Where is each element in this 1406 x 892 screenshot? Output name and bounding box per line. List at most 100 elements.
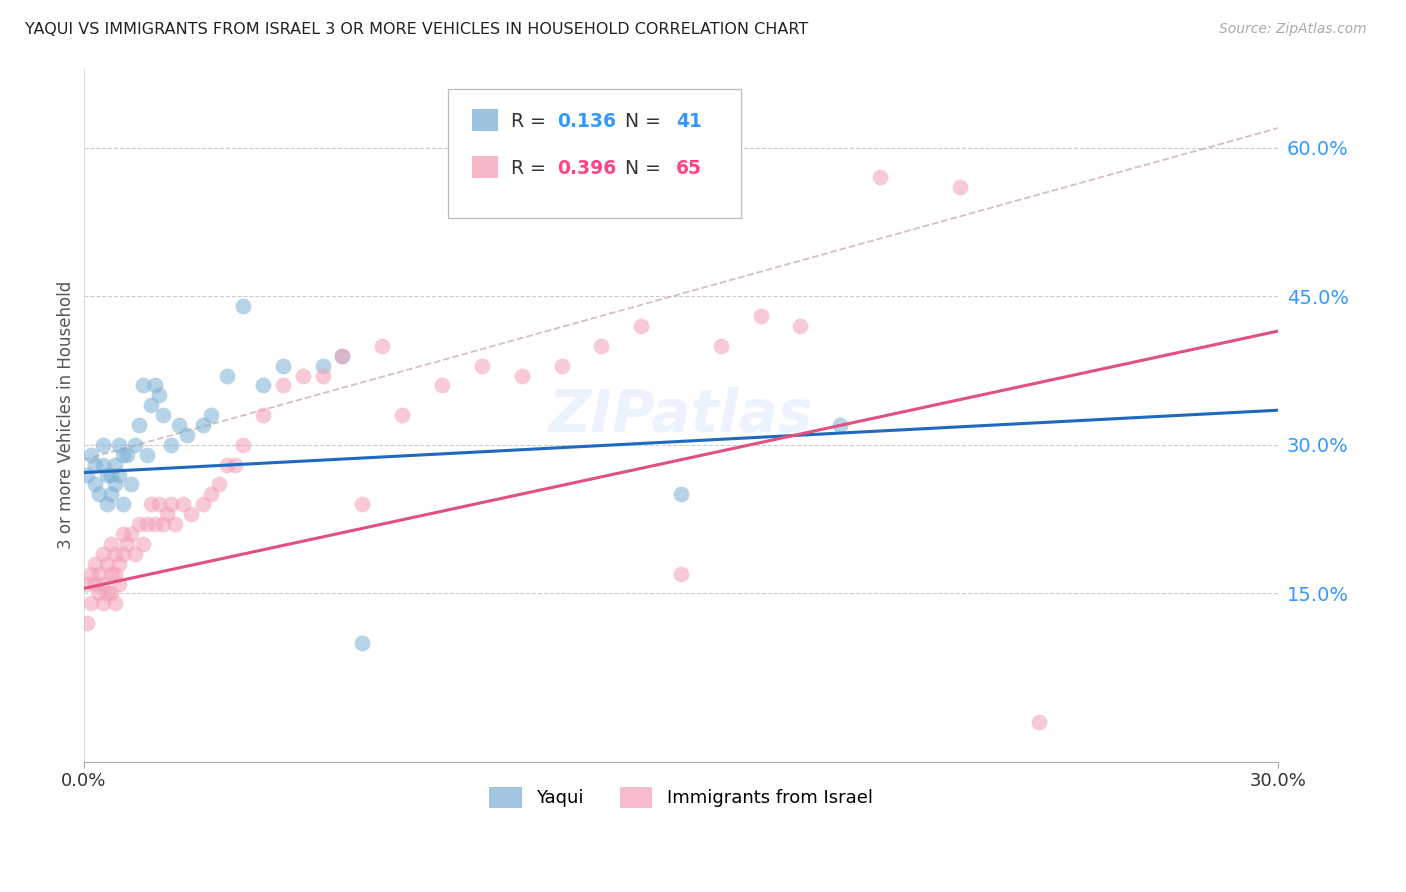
Text: N =: N = <box>613 159 666 178</box>
Point <box>232 438 254 452</box>
Point <box>949 180 972 194</box>
Text: Source: ZipAtlas.com: Source: ZipAtlas.com <box>1219 22 1367 37</box>
Point <box>148 497 170 511</box>
Point <box>112 448 135 462</box>
Point <box>117 448 139 462</box>
Point <box>96 497 118 511</box>
Point <box>76 616 98 631</box>
Point <box>93 458 115 472</box>
Point <box>93 438 115 452</box>
Point <box>100 487 122 501</box>
Point <box>104 596 127 610</box>
Point <box>100 537 122 551</box>
Point <box>191 418 214 433</box>
Point <box>160 497 183 511</box>
Point <box>332 349 354 363</box>
Point <box>80 596 103 610</box>
Point <box>156 507 179 521</box>
Point <box>132 537 155 551</box>
Text: N =: N = <box>613 112 666 131</box>
Point <box>371 339 394 353</box>
Point <box>200 408 222 422</box>
Point <box>76 467 98 482</box>
Point <box>710 339 733 353</box>
Point <box>252 378 274 392</box>
Point <box>93 576 115 591</box>
Point <box>93 596 115 610</box>
Point <box>510 368 533 383</box>
Point <box>124 547 146 561</box>
Point <box>117 537 139 551</box>
Point <box>104 477 127 491</box>
Point <box>180 507 202 521</box>
Point <box>108 557 131 571</box>
Point <box>96 557 118 571</box>
Point <box>84 576 107 591</box>
Point <box>141 398 163 412</box>
Point <box>100 467 122 482</box>
Point <box>191 497 214 511</box>
Point <box>869 170 891 185</box>
Point <box>112 547 135 561</box>
Legend: Yaqui, Immigrants from Israel: Yaqui, Immigrants from Israel <box>482 780 880 815</box>
Point <box>124 438 146 452</box>
Point <box>152 408 174 422</box>
FancyBboxPatch shape <box>472 156 498 178</box>
Point <box>830 418 852 433</box>
Point <box>108 438 131 452</box>
Point <box>160 438 183 452</box>
Point <box>271 378 294 392</box>
Point <box>120 477 142 491</box>
Point <box>152 517 174 532</box>
Point <box>80 566 103 581</box>
Point <box>215 368 238 383</box>
Point <box>141 497 163 511</box>
Point <box>108 576 131 591</box>
Point <box>789 318 811 333</box>
Text: R =: R = <box>512 112 553 131</box>
Point <box>252 408 274 422</box>
Point <box>104 547 127 561</box>
Y-axis label: 3 or more Vehicles in Household: 3 or more Vehicles in Household <box>58 281 75 549</box>
Point <box>148 388 170 402</box>
Point <box>80 448 103 462</box>
Text: 65: 65 <box>676 159 702 178</box>
Point <box>143 378 166 392</box>
Point <box>96 586 118 600</box>
Point <box>89 586 111 600</box>
Point <box>291 368 314 383</box>
Point <box>224 458 246 472</box>
Point <box>132 378 155 392</box>
Point <box>96 467 118 482</box>
Point <box>143 517 166 532</box>
Text: 0.396: 0.396 <box>557 159 616 178</box>
Point <box>430 378 453 392</box>
Point <box>232 299 254 313</box>
Text: ZIPatlas: ZIPatlas <box>548 386 813 443</box>
Point <box>200 487 222 501</box>
Point <box>630 318 652 333</box>
Point <box>84 557 107 571</box>
Point <box>352 497 374 511</box>
Point <box>311 368 333 383</box>
Text: YAQUI VS IMMIGRANTS FROM ISRAEL 3 OR MORE VEHICLES IN HOUSEHOLD CORRELATION CHAR: YAQUI VS IMMIGRANTS FROM ISRAEL 3 OR MOR… <box>25 22 808 37</box>
Point <box>104 458 127 472</box>
Point <box>84 458 107 472</box>
Point <box>167 418 190 433</box>
Point <box>128 418 150 433</box>
Point <box>591 339 613 353</box>
Point <box>128 517 150 532</box>
Text: R =: R = <box>512 159 553 178</box>
Point <box>215 458 238 472</box>
Point <box>176 428 198 442</box>
Text: 41: 41 <box>676 112 702 131</box>
Point <box>136 517 159 532</box>
Point <box>311 359 333 373</box>
Point <box>391 408 413 422</box>
Point <box>352 636 374 650</box>
Point <box>120 527 142 541</box>
Text: 0.136: 0.136 <box>557 112 616 131</box>
Point <box>669 487 692 501</box>
Point <box>332 349 354 363</box>
Point <box>100 566 122 581</box>
